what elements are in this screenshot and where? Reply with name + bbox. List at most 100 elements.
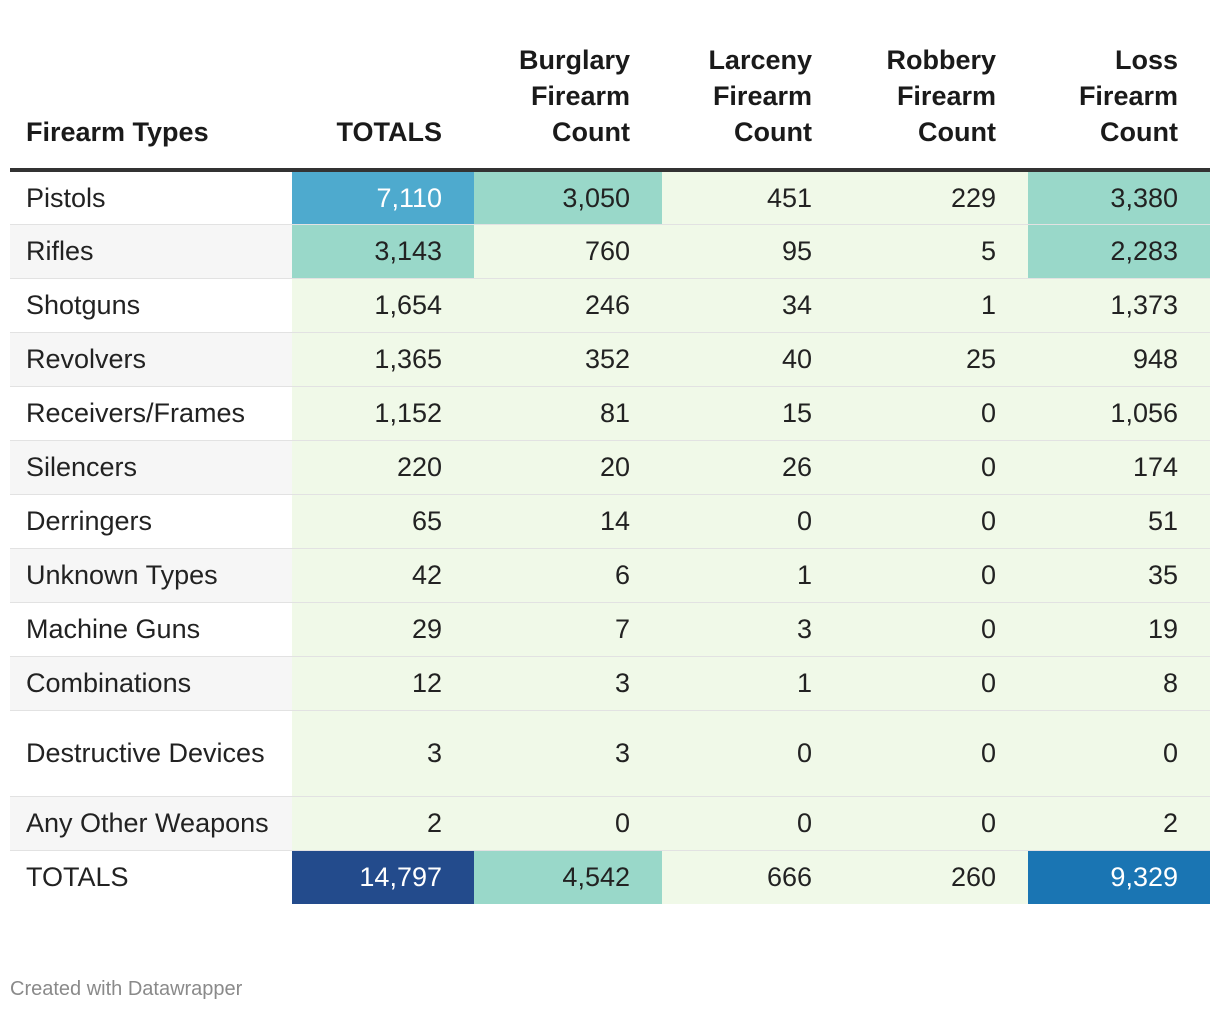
column-header-loss-firearm-count: Loss Firearm Count [1028,0,1210,172]
row-label: Silencers [10,440,292,495]
cell-loss-firearm-count: 35 [1028,548,1210,603]
cell-loss-firearm-count: 51 [1028,494,1210,549]
cell-robbery-firearm-count: 25 [844,332,1028,387]
cell-loss-firearm-count: 9,329 [1028,850,1210,904]
cell-burglary-firearm-count: 3 [474,710,662,797]
row-label: Derringers [10,494,292,549]
cell-loss-firearm-count: 19 [1028,602,1210,657]
cell-robbery-firearm-count: 0 [844,796,1028,851]
cell-larceny-firearm-count: 40 [662,332,844,387]
cell-totals: 3,143 [292,224,474,279]
cell-loss-firearm-count: 8 [1028,656,1210,711]
cell-totals: 14,797 [292,850,474,904]
cell-loss-firearm-count: 0 [1028,710,1210,797]
cell-totals: 7,110 [292,170,474,225]
cell-totals: 2 [292,796,474,851]
cell-robbery-firearm-count: 0 [844,494,1028,549]
cell-burglary-firearm-count: 4,542 [474,850,662,904]
cell-larceny-firearm-count: 0 [662,710,844,797]
row-label: Machine Guns [10,602,292,657]
cell-loss-firearm-count: 2 [1028,796,1210,851]
cell-loss-firearm-count: 1,373 [1028,278,1210,333]
column-header-firearm-types: Firearm Types [10,0,292,172]
firearm-table: Firearm Types TOTALS Burglary Firearm Coun… [10,0,1210,904]
table-row: Destructive Devices 3 3 0 0 0 [10,710,1210,797]
cell-larceny-firearm-count: 0 [662,796,844,851]
table-header: Firearm Types TOTALS Burglary Firearm Coun… [10,0,1210,172]
cell-totals: 220 [292,440,474,495]
datawrapper-credit: Created with Datawrapper [10,978,243,1000]
table-row: TOTALS 14,797 4,542 666 260 9,329 [10,850,1210,904]
column-header-totals: TOTALS [292,0,474,172]
row-label: Combinations [10,656,292,711]
table-row: Any Other Weapons 2 0 0 0 2 [10,796,1210,851]
table-row: Shotguns 1,654 246 34 1 1,373 [10,278,1210,333]
table-row: Rifles 3,143 760 95 5 2,283 [10,224,1210,279]
cell-larceny-firearm-count: 0 [662,494,844,549]
cell-totals: 1,152 [292,386,474,441]
cell-robbery-firearm-count: 0 [844,386,1028,441]
cell-totals: 29 [292,602,474,657]
column-header-larceny-firearm-count: Larceny Firearm Count [662,0,844,172]
table-row: Revolvers 1,365 352 40 25 948 [10,332,1210,387]
cell-burglary-firearm-count: 14 [474,494,662,549]
row-label: Unknown Types [10,548,292,603]
cell-robbery-firearm-count: 1 [844,278,1028,333]
cell-totals: 1,365 [292,332,474,387]
table-row: Pistols 7,110 3,050 451 229 3,380 [10,170,1210,225]
table-row: Receivers/Frames 1,152 81 15 0 1,056 [10,386,1210,441]
column-header-robbery-firearm-count: Robbery Firearm Count [844,0,1028,172]
cell-loss-firearm-count: 948 [1028,332,1210,387]
cell-burglary-firearm-count: 7 [474,602,662,657]
cell-totals: 12 [292,656,474,711]
cell-larceny-firearm-count: 26 [662,440,844,495]
cell-larceny-firearm-count: 3 [662,602,844,657]
cell-robbery-firearm-count: 229 [844,170,1028,225]
row-label: Destructive Devices [10,710,292,797]
cell-burglary-firearm-count: 3 [474,656,662,711]
cell-larceny-firearm-count: 666 [662,850,844,904]
cell-loss-firearm-count: 3,380 [1028,170,1210,225]
cell-robbery-firearm-count: 0 [844,548,1028,603]
cell-larceny-firearm-count: 1 [662,548,844,603]
table-row: Combinations 12 3 1 0 8 [10,656,1210,711]
row-label: Shotguns [10,278,292,333]
cell-burglary-firearm-count: 760 [474,224,662,279]
table-row: Silencers 220 20 26 0 174 [10,440,1210,495]
cell-totals: 65 [292,494,474,549]
cell-larceny-firearm-count: 34 [662,278,844,333]
cell-robbery-firearm-count: 0 [844,440,1028,495]
row-label: TOTALS [10,850,292,904]
cell-burglary-firearm-count: 352 [474,332,662,387]
cell-burglary-firearm-count: 20 [474,440,662,495]
cell-totals: 42 [292,548,474,603]
cell-robbery-firearm-count: 0 [844,602,1028,657]
column-header-burglary-firearm-count: Burglary Firearm Count [474,0,662,172]
cell-larceny-firearm-count: 15 [662,386,844,441]
cell-loss-firearm-count: 2,283 [1028,224,1210,279]
cell-totals: 3 [292,710,474,797]
cell-robbery-firearm-count: 5 [844,224,1028,279]
cell-loss-firearm-count: 1,056 [1028,386,1210,441]
cell-burglary-firearm-count: 6 [474,548,662,603]
row-label: Pistols [10,170,292,225]
cell-larceny-firearm-count: 451 [662,170,844,225]
cell-larceny-firearm-count: 95 [662,224,844,279]
cell-burglary-firearm-count: 3,050 [474,170,662,225]
cell-loss-firearm-count: 174 [1028,440,1210,495]
cell-burglary-firearm-count: 246 [474,278,662,333]
cell-totals: 1,654 [292,278,474,333]
cell-robbery-firearm-count: 0 [844,710,1028,797]
row-label: Receivers/Frames [10,386,292,441]
cell-robbery-firearm-count: 0 [844,656,1028,711]
row-label: Any Other Weapons [10,796,292,851]
cell-larceny-firearm-count: 1 [662,656,844,711]
header-row: Firearm Types TOTALS Burglary Firearm Coun… [10,0,1210,172]
table-row: Machine Guns 29 7 3 0 19 [10,602,1210,657]
table-row: Unknown Types 42 6 1 0 35 [10,548,1210,603]
cell-burglary-firearm-count: 81 [474,386,662,441]
table-body: Pistols 7,110 3,050 451 229 3,380 Rifles 3,143 7… [10,170,1210,904]
data-table-container: Firearm Types TOTALS Burglary Firearm Coun… [10,0,1210,904]
table-row: Derringers 65 14 0 0 51 [10,494,1210,549]
row-label: Revolvers [10,332,292,387]
